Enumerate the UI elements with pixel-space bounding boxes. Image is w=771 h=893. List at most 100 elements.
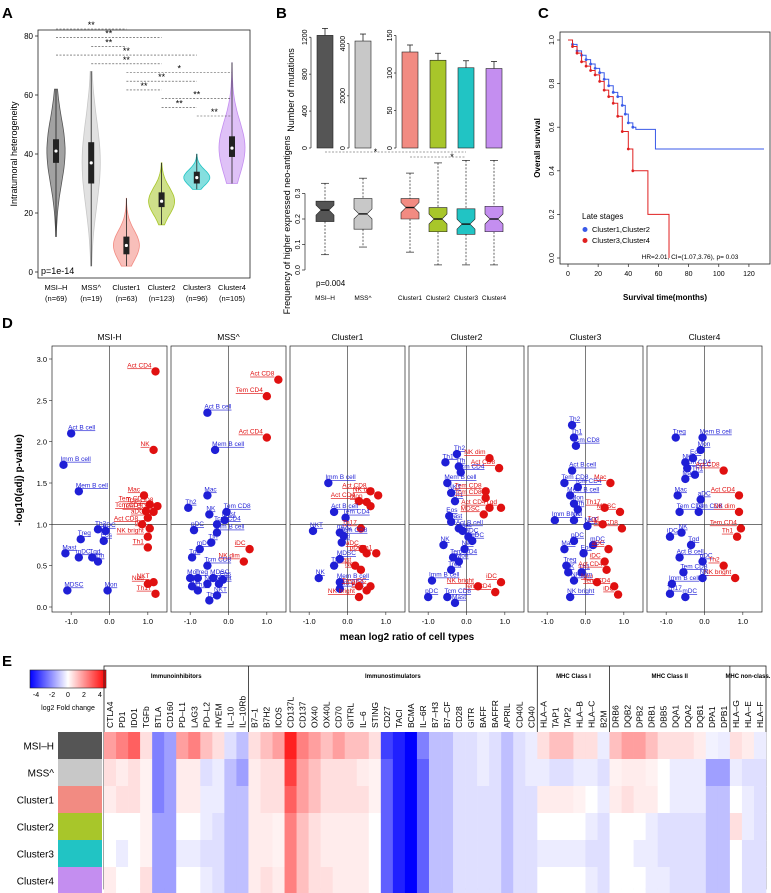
panel-d-point-label: NK bright (328, 588, 355, 595)
panel-e-cell (669, 786, 683, 814)
panel-d-point-nk-dim (485, 454, 494, 463)
panel-e-cell (477, 732, 490, 760)
panel-e-cell (188, 867, 201, 893)
panel-d-point-label: Th2 (708, 557, 720, 564)
panel-e-cell (116, 786, 129, 814)
panel-b-bar-mss (354, 40, 372, 149)
panel-e-cell (513, 786, 526, 814)
panel-e-cell (621, 840, 634, 868)
panel-d-point-th2 (567, 420, 577, 430)
panel-d-point-label: Th17 (442, 453, 457, 460)
panel-e-cell (717, 867, 731, 893)
panel-d-point-treg (446, 565, 456, 574)
panel-d-point-label: Tcm CD8 (444, 588, 471, 595)
panel-d-xtick-label: 0.0 (342, 617, 352, 626)
panel-e-cell (597, 759, 610, 787)
panel-d-point-pdc (101, 526, 110, 536)
panel-e-cell (741, 840, 755, 868)
panel-d-point-label: Mast (452, 594, 466, 601)
panel-d-point-mast (681, 474, 690, 484)
panel-e-cell (585, 813, 598, 841)
panel-e-cell (368, 732, 382, 760)
panel-b-category-label: Cluster3 (454, 295, 479, 302)
panel-d-point-mdc (681, 592, 690, 602)
panel-d-title-cluster2: Cluster2 (451, 332, 483, 342)
panel-c-legend-marker (582, 238, 588, 243)
panel-e-column-label: IL–6 (358, 711, 368, 728)
panel-d-point-label: pDC (700, 553, 713, 560)
panel-e-cell (573, 786, 586, 814)
panel-d-point-mon (696, 445, 705, 455)
panel-e-cell (693, 867, 707, 893)
panel-c-xlabel: Survival time(months) (623, 293, 707, 302)
panel-e-cell (477, 867, 490, 893)
panel-e-cell (248, 759, 261, 787)
panel-e-cell (380, 732, 394, 760)
panel-d-scatter-grid: -log10(adj) p-value) mean log2 ratio of … (14, 332, 763, 643)
panel-d-point-imm-b-cell (550, 516, 560, 525)
panel-e-column-label: DQA1 (671, 705, 681, 728)
panel-d-point-pdc (189, 525, 199, 535)
panel-d-point-label: Tcm CD4 (214, 515, 241, 522)
panel-e-cell (477, 813, 490, 841)
panel-d-point-label: Th17 (195, 581, 210, 588)
panel-e-cell (753, 813, 767, 841)
panel-c-legend-entry: Cluster3,Cluster4 (592, 236, 650, 245)
panel-d-point-tem-cd8 (222, 507, 231, 517)
panel-d-point-th17 (151, 589, 160, 598)
panel-e-column-label: GITRL (346, 703, 356, 728)
panel-d-point-label: iDC (135, 519, 146, 526)
panel-b-category-label: MSS^ (354, 295, 372, 302)
panel-d-point-mem-b-cell (443, 478, 452, 488)
panel-e-cell (308, 840, 321, 868)
panel-d-ytick-label: 1.0 (37, 520, 47, 529)
panel-d-point-pdc (423, 592, 433, 602)
panel-e-cell (320, 867, 333, 893)
panel-e-cell (104, 786, 117, 814)
panel-e-column-label: IL–10 (225, 706, 235, 728)
panel-d-point-label: Act CD8 (695, 462, 720, 469)
panel-d-point-label: Th1 (722, 528, 734, 535)
panel-e-cell (741, 813, 755, 841)
panel-e-cell (693, 759, 707, 787)
panel-d-point-label: NKT (137, 573, 150, 580)
panel-d-point-act-cd4 (354, 496, 364, 506)
panel-e-row-label: Cluster2 (17, 823, 55, 834)
panel-e-cell (404, 867, 418, 893)
panel-d-point-label: Mac (354, 497, 367, 504)
panel-e-cell (621, 786, 634, 814)
panel-e-column-label: IL–6R (418, 705, 428, 728)
panel-b-top-tick-label: 800 (302, 68, 309, 80)
panel-d-point-imm-b-cell (427, 576, 437, 585)
panel-a-ytick-label: 20 (24, 209, 33, 218)
panel-d-point-label: NK (206, 505, 216, 512)
panel-e-cell (344, 759, 358, 787)
panel-e-cell (525, 813, 538, 841)
panel-e-cell (428, 786, 442, 814)
panel-b-top-tick-label: 0 (302, 146, 309, 150)
panel-d-point-tcm-cd8 (571, 441, 581, 450)
panel-e-cell (176, 759, 189, 787)
panel-b-bar-cluster2 (429, 59, 447, 149)
panel-e-cell (537, 867, 550, 893)
panel-e-cell (561, 759, 574, 787)
panel-e-cell (501, 759, 514, 787)
panel-d-point-label: Th1 (571, 429, 583, 436)
panel-e-cell (140, 813, 153, 841)
panel-d-point-label: NKT (584, 517, 597, 524)
panel-d-point-tcm-cd4 (212, 520, 222, 529)
panel-d-point-idc (145, 524, 154, 533)
panel-d-point-label: Imm B cell (669, 575, 700, 582)
panel-e-cell (441, 840, 454, 868)
panel-e-cell (729, 732, 743, 760)
panel-e-cell (296, 732, 309, 760)
panel-d-point-nk-dim (373, 491, 383, 500)
panel-d-point-mdsc (479, 510, 488, 519)
panel-e-cell (597, 732, 610, 760)
panel-d-point-th1 (143, 543, 153, 552)
panel-c-annotation: HR=2.01, CI=(1.07,3.76), p= 0.03 (642, 254, 739, 261)
panel-e-cell (164, 813, 177, 841)
panel-c-censor-mark (593, 66, 597, 70)
panel-d-xtick-label: -1.0 (660, 617, 673, 626)
panel-c-censor-mark (631, 125, 635, 129)
